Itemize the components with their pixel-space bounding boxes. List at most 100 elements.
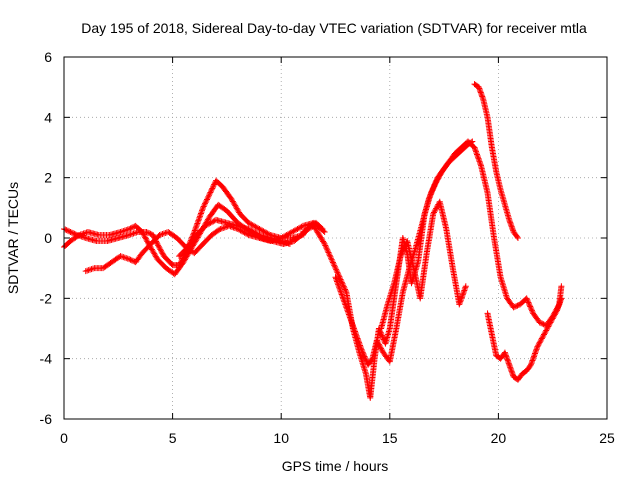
data-point xyxy=(355,336,362,343)
data-point xyxy=(202,200,209,207)
data-point xyxy=(458,294,465,301)
data-point xyxy=(283,240,290,247)
data-point xyxy=(400,247,407,254)
x-tick-label: 10 xyxy=(273,430,289,446)
data-point xyxy=(341,300,348,307)
data-point xyxy=(120,254,127,261)
data-point xyxy=(429,187,436,194)
data-point xyxy=(536,319,543,326)
data-point xyxy=(374,338,381,345)
data-point xyxy=(193,221,200,228)
data-point xyxy=(527,361,534,368)
data-point xyxy=(82,268,89,275)
data-point xyxy=(62,226,69,233)
data-point xyxy=(87,266,94,273)
data-point xyxy=(398,251,405,258)
data-point xyxy=(338,277,345,284)
data-point xyxy=(351,325,358,332)
data-point xyxy=(533,346,540,353)
data-point xyxy=(89,265,96,272)
data-point xyxy=(198,209,205,216)
series-arc-c xyxy=(82,219,328,275)
data-point xyxy=(208,186,215,193)
data-point xyxy=(196,213,203,220)
data-point xyxy=(207,189,214,196)
data-point xyxy=(378,330,385,337)
series-arc-d xyxy=(176,216,293,260)
data-point xyxy=(193,223,200,230)
data-point xyxy=(538,335,545,342)
data-point xyxy=(216,226,223,233)
data-point xyxy=(124,226,131,233)
data-point xyxy=(528,306,535,313)
data-point xyxy=(142,235,149,242)
data-point xyxy=(523,295,530,302)
data-point xyxy=(79,230,86,237)
data-point xyxy=(191,227,198,234)
data-point xyxy=(281,239,288,246)
data-point xyxy=(472,145,479,152)
data-point xyxy=(150,231,157,238)
data-point xyxy=(462,283,469,290)
data-point xyxy=(457,297,464,304)
data-point xyxy=(461,287,468,294)
data-point xyxy=(127,231,134,238)
data-point xyxy=(141,232,148,239)
data-point xyxy=(472,147,479,154)
data-point xyxy=(397,253,404,260)
data-point xyxy=(527,304,534,311)
data-point xyxy=(197,210,204,217)
data-point xyxy=(532,347,539,354)
data-point xyxy=(361,353,368,360)
data-point xyxy=(377,344,384,351)
data-point xyxy=(80,230,87,237)
data-point xyxy=(435,175,442,182)
data-point xyxy=(529,356,536,363)
data-point xyxy=(331,262,338,269)
x-tick-label: 5 xyxy=(169,430,177,446)
data-point xyxy=(67,228,74,235)
data-point xyxy=(323,245,330,252)
data-point xyxy=(546,320,553,327)
data-point xyxy=(433,204,440,211)
data-point xyxy=(118,253,125,260)
data-point xyxy=(542,328,549,335)
data-point xyxy=(322,242,329,249)
data-point xyxy=(528,358,535,365)
tick-layer: 0 5 10 15 20 25 -6 -4 -2 0 2 4 6 xyxy=(40,49,615,446)
data-point xyxy=(336,275,343,282)
data-point xyxy=(130,230,137,237)
data-point xyxy=(286,241,293,248)
series-arc-i xyxy=(484,295,565,383)
data-point xyxy=(346,312,353,319)
data-point xyxy=(456,299,463,306)
data-point xyxy=(200,203,207,210)
data-point xyxy=(223,223,230,230)
data-point xyxy=(350,324,357,331)
data-point xyxy=(127,225,134,232)
data-point xyxy=(320,227,327,234)
data-point xyxy=(159,230,166,237)
y-axis-label: SDTVAR / TECUs xyxy=(5,182,21,294)
data-point xyxy=(459,293,466,300)
data-point xyxy=(74,232,81,239)
data-point xyxy=(528,307,535,314)
data-point xyxy=(140,231,147,238)
data-point xyxy=(375,340,382,347)
data-point xyxy=(117,228,124,235)
data-point xyxy=(456,301,463,308)
data-point xyxy=(84,267,91,274)
data-point xyxy=(328,256,335,263)
data-point xyxy=(192,226,199,233)
data-point xyxy=(526,300,533,307)
data-point xyxy=(349,321,356,328)
x-tick-label: 0 xyxy=(60,430,68,446)
data-point xyxy=(326,252,333,259)
data-point xyxy=(197,211,204,218)
data-point xyxy=(357,343,364,350)
data-point xyxy=(333,275,340,282)
data-point xyxy=(530,353,537,360)
data-point xyxy=(457,298,464,305)
data-point xyxy=(322,243,329,250)
data-point xyxy=(474,151,481,158)
